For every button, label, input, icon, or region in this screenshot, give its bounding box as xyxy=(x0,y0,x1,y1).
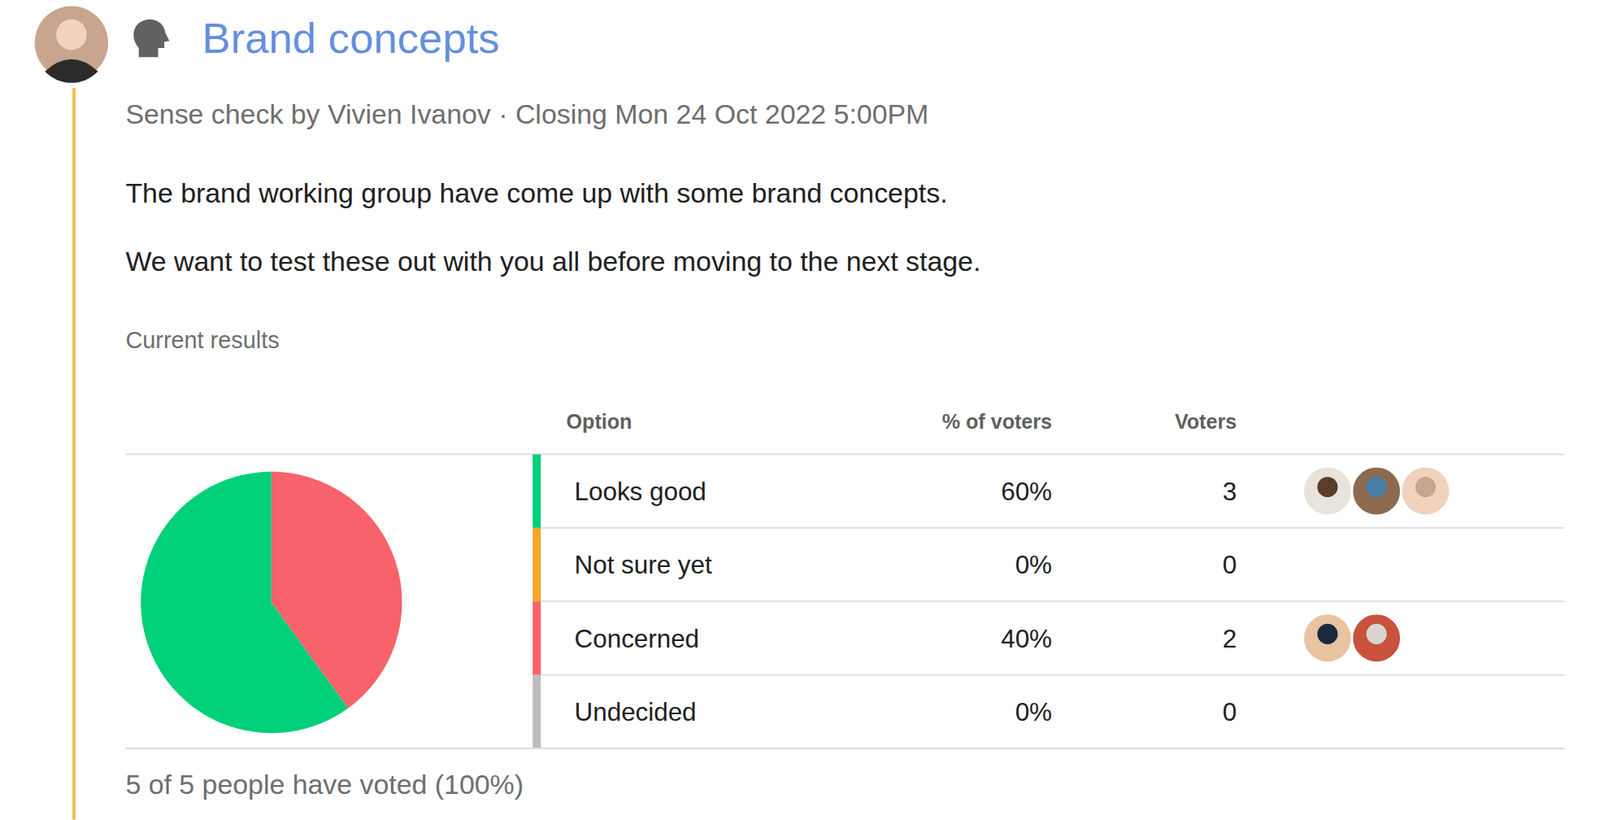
svg-text:Voters: Voters xyxy=(1174,409,1237,433)
svg-text:0: 0 xyxy=(1222,697,1237,727)
svg-text:% of voters: % of voters xyxy=(942,409,1053,433)
svg-text:60%: 60% xyxy=(1000,477,1053,506)
svg-text:Brand concepts: Brand concepts xyxy=(202,13,500,62)
svg-text:2: 2 xyxy=(1222,624,1237,653)
svg-text:5 of 5 people have voted (100%: 5 of 5 people have voted (100%) xyxy=(125,768,524,800)
svg-text:3: 3 xyxy=(1222,477,1237,506)
svg-text:40%: 40% xyxy=(1000,624,1053,653)
svg-text:0: 0 xyxy=(1222,550,1237,579)
svg-text:Sense check by Vivien Ivanov ·: Sense check by Vivien Ivanov · Closing M… xyxy=(125,98,929,130)
svg-text:0%: 0% xyxy=(1015,697,1053,727)
svg-text:Not sure yet: Not sure yet xyxy=(574,550,713,579)
svg-text:The brand working group have c: The brand working group have come up wit… xyxy=(125,177,948,209)
svg-text:Looks good: Looks good xyxy=(574,477,707,506)
svg-text:Concerned: Concerned xyxy=(574,624,700,653)
svg-text:Undecided: Undecided xyxy=(574,697,697,727)
svg-text:We want to test these out with: We want to test these out with you all b… xyxy=(125,245,981,277)
svg-text:Option: Option xyxy=(566,409,633,433)
svg-text:Current results: Current results xyxy=(125,326,279,353)
svg-text:0%: 0% xyxy=(1015,550,1053,579)
